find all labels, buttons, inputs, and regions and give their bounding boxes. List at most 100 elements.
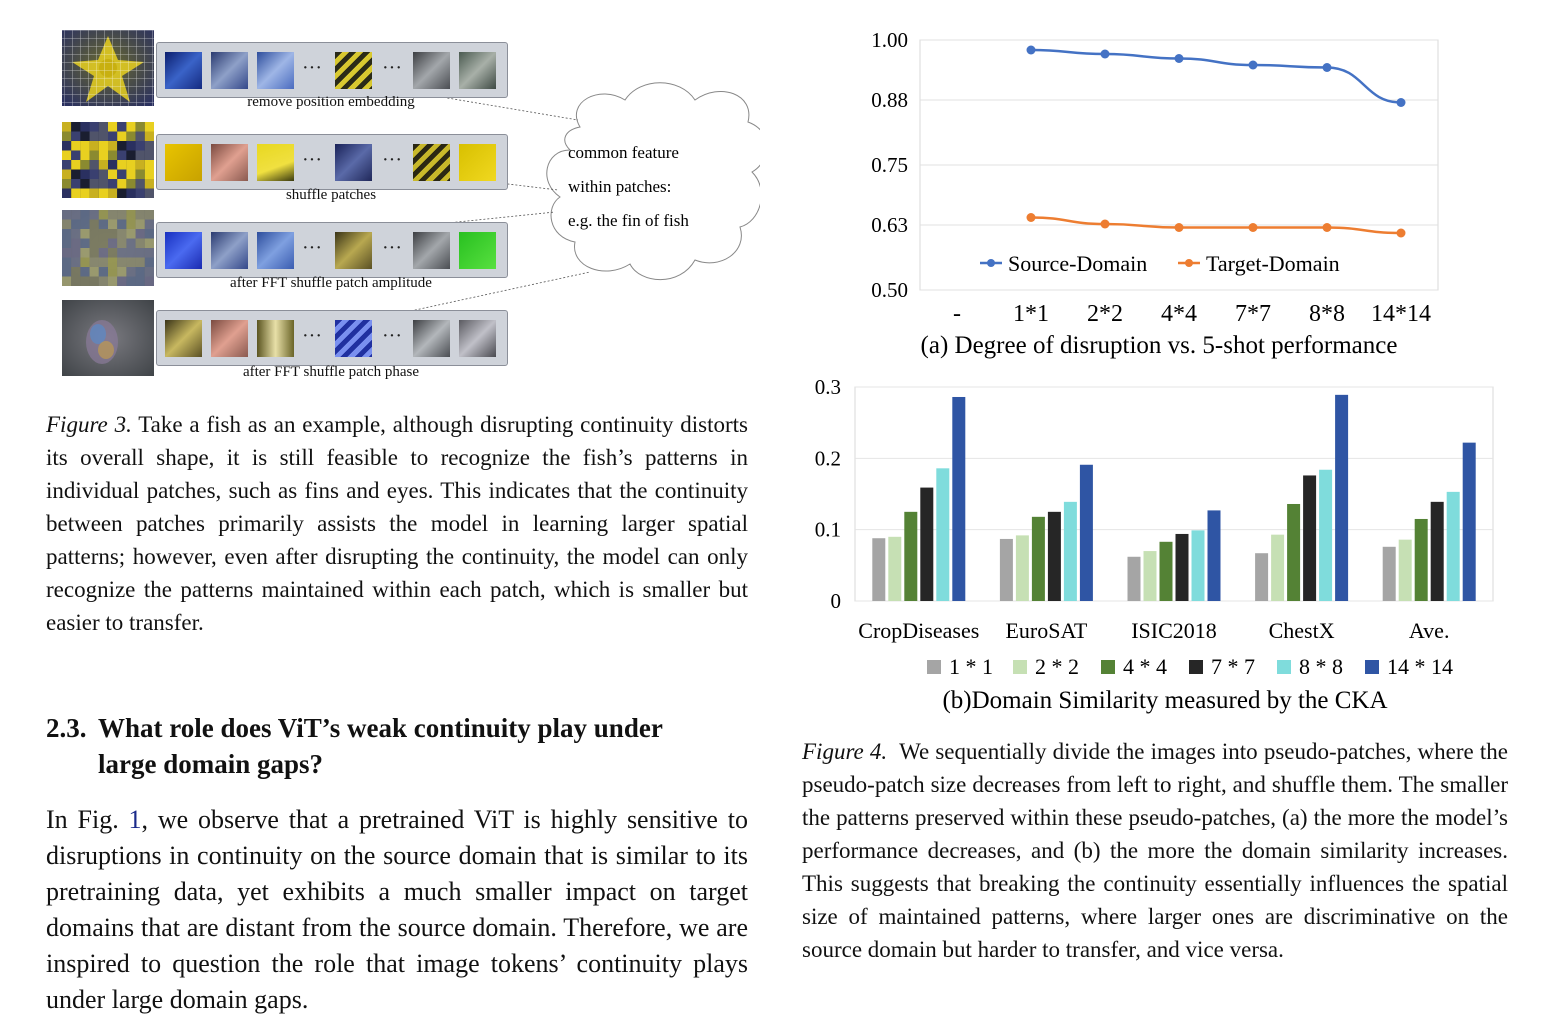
patch [257, 232, 294, 269]
tile [62, 122, 72, 132]
tile [135, 248, 145, 258]
tile [144, 257, 154, 267]
patch [165, 320, 202, 357]
bar [1047, 511, 1061, 601]
bar [1414, 518, 1428, 601]
tile [135, 131, 145, 141]
x-tick-label: EuroSAT [1005, 618, 1087, 643]
tile [108, 150, 118, 160]
tile [89, 276, 99, 286]
tile [117, 248, 127, 258]
tile [89, 229, 99, 239]
tile [108, 238, 118, 248]
tile [62, 210, 72, 220]
patch-strip-row1: ··· ··· [156, 42, 508, 98]
caption-label: Figure 4. [802, 739, 888, 764]
bar [1446, 491, 1460, 601]
caption-text: Take a fish as an example, although disr… [46, 412, 748, 635]
thought-cloud [546, 82, 760, 281]
data-point [1396, 228, 1406, 238]
legend-swatch [1013, 660, 1027, 674]
tile [80, 219, 90, 229]
cloud-text: common feature within patches: e.g. the … [568, 136, 743, 238]
tile [62, 276, 72, 286]
tile [135, 160, 145, 170]
tile [108, 160, 118, 170]
tile [71, 179, 81, 189]
tile [144, 179, 154, 189]
data-point [1322, 223, 1332, 232]
patch [165, 144, 202, 181]
cloud-line: e.g. the fin of fish [568, 211, 689, 230]
chart-title: (b)Domain Similarity measured by the CKA [942, 687, 1387, 714]
patch-strip-row2: ··· ··· [156, 134, 508, 190]
tile [89, 131, 99, 141]
series-line [1030, 48, 1402, 104]
tile [126, 160, 136, 170]
legend-label: 4 * 4 [1123, 654, 1167, 679]
tile [108, 141, 118, 151]
tile [62, 267, 72, 277]
tile [62, 188, 72, 198]
tile [117, 210, 127, 220]
patch [459, 232, 496, 269]
x-tick-label: CropDiseases [858, 618, 979, 643]
ellipsis: ··· [302, 237, 322, 259]
bar [1462, 442, 1476, 601]
legend-swatch [1365, 660, 1379, 674]
tile [98, 248, 108, 258]
figure-3-caption: Figure 3. Take a fish as an example, alt… [46, 408, 748, 639]
tile [98, 238, 108, 248]
tile [135, 150, 145, 160]
tile [71, 141, 81, 151]
tile [108, 257, 118, 267]
tile [117, 276, 127, 286]
tile [117, 257, 127, 267]
tile [80, 229, 90, 239]
tile [62, 131, 72, 141]
tile [62, 257, 72, 267]
tile [108, 131, 118, 141]
bar [1175, 533, 1189, 601]
y-tick-label: 0.1 [815, 518, 841, 542]
cloud-line: within patches: [568, 177, 672, 196]
section-number: 2.3. [46, 713, 87, 743]
patch [335, 232, 372, 269]
ellipsis: ··· [382, 237, 402, 259]
row3-caption: after FFT shuffle patch amplitude [230, 275, 432, 291]
bar [1031, 516, 1045, 601]
legend-swatch [927, 660, 941, 674]
data-point [1174, 54, 1184, 63]
chart-title: (a) Degree of disruption vs. 5-shot perf… [921, 332, 1398, 359]
data-point [1396, 98, 1406, 107]
row1-caption: remove position embedding [247, 94, 415, 110]
y-tick-label: 0.50 [871, 278, 908, 302]
patch [335, 320, 372, 357]
tile [71, 248, 81, 258]
tile [71, 229, 81, 239]
patch [335, 144, 372, 181]
figure-reference-link[interactable]: 1 [128, 805, 142, 834]
legend-label: 14 * 14 [1387, 654, 1453, 679]
tile [126, 122, 136, 132]
tile [108, 229, 118, 239]
tile [98, 276, 108, 286]
y-tick-label: 1.00 [871, 28, 908, 52]
data-point [1026, 45, 1036, 55]
tile [62, 179, 72, 189]
tile [117, 179, 127, 189]
row4-caption: after FFT shuffle patch phase [242, 364, 420, 380]
x-tick-label: 1*1 [1013, 301, 1049, 327]
tile [126, 131, 136, 141]
patch [257, 144, 294, 181]
tile [80, 131, 90, 141]
tile [117, 169, 127, 179]
tile [80, 179, 90, 189]
x-tick-label: Ave. [1409, 618, 1450, 643]
tile [144, 141, 154, 151]
tile [117, 188, 127, 198]
legend-swatch [1189, 660, 1203, 674]
patch [211, 320, 248, 357]
ellipsis: ··· [302, 149, 322, 171]
tile [135, 179, 145, 189]
